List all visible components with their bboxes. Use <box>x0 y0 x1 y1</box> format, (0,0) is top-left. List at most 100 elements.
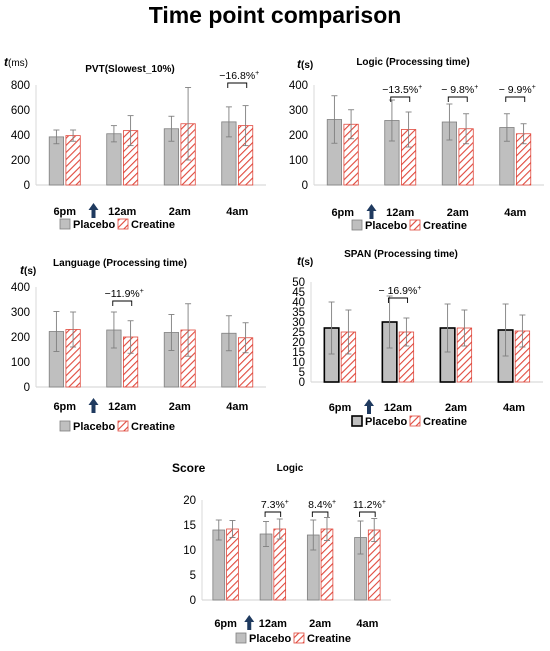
legend-label: Placebo <box>73 219 115 231</box>
legend-swatch-placebo <box>59 420 71 432</box>
creatine-bar <box>226 528 239 601</box>
legend: Placebo Creatine <box>351 415 467 428</box>
y-tick-label: 600 <box>11 105 30 117</box>
chart-panel-pvt: PVT(Slowest_10%) t(ms) 0 200 400 600 800 −16.8%… <box>0 48 275 238</box>
legend-label: Creatine <box>131 219 175 231</box>
chart-panel-logic-time: Logic (Processing time) t(s) 0 100 200 300 400… <box>277 48 550 238</box>
x-tick-label: 2am <box>169 401 191 413</box>
x-tick-label: 4am <box>503 402 525 414</box>
legend-swatch-creatine <box>293 632 305 644</box>
y-tick-label: 0 <box>24 382 30 394</box>
y-tick-label: 0 <box>302 180 308 192</box>
y-tick-label: 10 <box>292 357 305 369</box>
annotation-label: −11.9%+ <box>105 288 144 300</box>
y-axis-label: t(ms) <box>4 55 28 69</box>
x-tick-label: 6pm <box>329 402 352 414</box>
y-tick-label: 100 <box>11 357 30 369</box>
annotation-label: − 9.8%+ <box>441 84 478 96</box>
up-arrow-icon <box>88 398 99 413</box>
chart-svg-logic-time: Logic (Processing time) t(s) 0 100 200 300 400… <box>289 57 544 232</box>
legend-swatch-placebo <box>351 219 363 231</box>
y-tick-label: 400 <box>11 130 30 142</box>
x-tick-label: 6pm <box>331 207 354 219</box>
y-tick-label: 30 <box>292 317 305 329</box>
annotation-label: −16.8%+ <box>219 70 259 82</box>
up-arrow-icon <box>244 615 255 630</box>
y-axis-label: t(s) <box>20 263 36 277</box>
x-tick-label: 12am <box>259 618 287 630</box>
y-tick-label: 10 <box>183 545 196 557</box>
chart-panel-span-time: SPAN (Processing time) t(s) 0 5 10 15 20 25 30 35… <box>277 246 550 440</box>
legend-label: Creatine <box>131 421 175 433</box>
annotation-label: − 9.9%+ <box>499 84 536 96</box>
y-tick-label: 300 <box>289 105 308 117</box>
chart-title: Logic (Processing time) <box>356 57 469 68</box>
x-tick-label: 6pm <box>214 618 237 630</box>
y-tick-label: 200 <box>11 155 30 167</box>
y-tick-label: 25 <box>292 327 305 339</box>
chart-title: Language (Processing time) <box>53 258 187 269</box>
y-tick-label: 400 <box>289 80 308 92</box>
chart-title: PVT(Slowest_10%) <box>85 64 174 75</box>
x-tick-label: 2am <box>445 402 467 414</box>
significance-bracket <box>112 300 133 306</box>
y-tick-label: 35 <box>292 307 305 319</box>
chart-title: Logic <box>277 463 304 474</box>
x-tick-label: 12am <box>108 401 136 413</box>
legend-label: Creatine <box>423 220 467 232</box>
annotation-label: 8.4%+ <box>308 499 336 511</box>
y-tick-label: 300 <box>11 307 30 319</box>
x-tick-label: 2am <box>169 206 191 218</box>
legend: Placebo Creatine <box>351 219 467 232</box>
y-tick-label: 20 <box>292 337 305 349</box>
y-tick-label: 15 <box>292 347 305 359</box>
legend-label: Placebo <box>365 220 407 232</box>
chart-svg-language-time: Language (Processing time) t(s) 0 100 200 300… <box>11 258 266 433</box>
legend-label: Placebo <box>73 421 115 433</box>
chart-panel-logic-score: Logic Score 0 5 10 15 20 7.3%+ 8.4%+ 11.2%+ 6pm 12a… <box>170 461 395 651</box>
up-arrow-icon <box>88 203 99 218</box>
legend-label: Creatine <box>307 633 351 645</box>
significance-bracket <box>264 511 282 517</box>
y-tick-label: 0 <box>299 377 305 389</box>
y-tick-label: 20 <box>183 495 196 507</box>
legend-label: Creatine <box>423 416 467 428</box>
x-tick-label: 4am <box>504 207 526 219</box>
chart-svg-logic-score: Logic Score 0 5 10 15 20 7.3%+ 8.4%+ 11.2%+ 6pm 12a… <box>172 461 391 645</box>
x-tick-label: 4am <box>226 401 248 413</box>
x-tick-label: 6pm <box>53 401 76 413</box>
legend: Placebo Creatine <box>59 420 175 433</box>
y-axis-label: t(s) <box>297 254 313 268</box>
annotation-label: −13.5%+ <box>382 84 422 96</box>
legend: Placebo Creatine <box>59 218 175 231</box>
x-tick-label: 2am <box>309 618 331 630</box>
y-tick-label: 0 <box>190 595 196 607</box>
significance-bracket <box>447 96 468 102</box>
y-axis-label: t(s) <box>297 57 313 71</box>
significance-bracket <box>359 511 376 517</box>
creatine-bar <box>65 135 81 186</box>
legend-swatch-creatine <box>117 420 129 432</box>
chart-title: SPAN (Processing time) <box>344 249 458 260</box>
y-tick-label: 5 <box>190 570 196 582</box>
chart-panel-language-time: Language (Processing time) t(s) 0 100 200 300… <box>0 250 275 440</box>
legend-swatch-placebo <box>59 218 71 230</box>
significance-bracket <box>505 96 526 102</box>
annotation-label: 7.3%+ <box>261 499 289 511</box>
chart-svg-pvt: PVT(Slowest_10%) t(ms) 0 200 400 600 800 −16.8%… <box>4 55 266 231</box>
legend-swatch-creatine <box>409 219 421 231</box>
up-arrow-icon <box>364 399 374 414</box>
x-tick-label: 12am <box>384 402 412 414</box>
y-tick-label: 5 <box>299 367 305 379</box>
annotation-label: − 16.9%+ <box>379 285 422 297</box>
legend-label: Placebo <box>249 633 291 645</box>
y-axis-label: Score <box>172 461 206 475</box>
legend-swatch-placebo <box>235 632 247 644</box>
annotation-label: 11.2%+ <box>353 499 386 511</box>
figure-title: Time point comparison <box>148 2 402 28</box>
legend-swatch-placebo <box>351 415 363 427</box>
y-tick-label: 200 <box>11 332 30 344</box>
y-tick-label: 200 <box>289 130 308 142</box>
x-tick-label: 12am <box>108 206 136 218</box>
chart-svg-span-time: SPAN (Processing time) t(s) 05101520253035… <box>292 249 543 428</box>
